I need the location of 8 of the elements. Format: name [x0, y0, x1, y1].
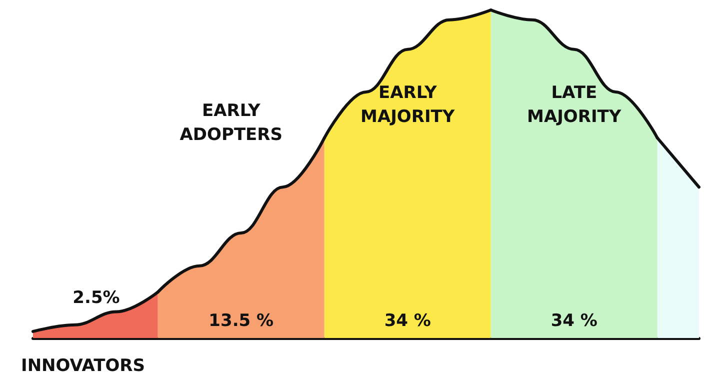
annotation: 13.5 %: [208, 311, 274, 331]
series-label: EARLY ADOPTERS: [180, 100, 282, 145]
annotation: 34 %: [550, 311, 598, 331]
series-label: INNOVATORS: [21, 356, 145, 376]
series-label: LATE MAJORITY: [527, 83, 622, 127]
series-label: EARLY MAJORITY: [360, 83, 456, 127]
annotation: 2.5%: [72, 288, 120, 308]
annotation: 34 %: [384, 311, 431, 331]
